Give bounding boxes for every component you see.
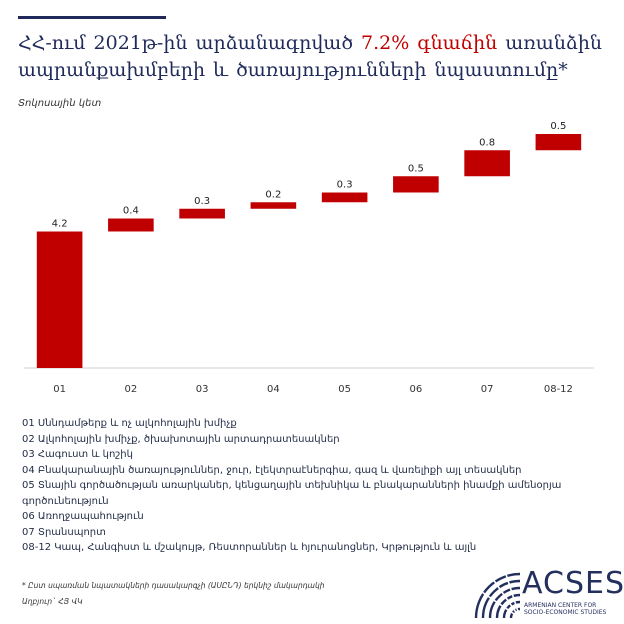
legend-item: 01 Սննդամթերք և ոչ ալկոհոլային խմիչք xyxy=(22,418,237,429)
x-tick-label: 06 xyxy=(410,384,423,395)
bar-value-label: 0.5 xyxy=(408,163,424,174)
footnote-source: Աղբյուր` ՀՅ ՎԿ xyxy=(22,597,83,606)
acses-logo: ACSES ARMENIAN CENTER FOR SOCIO-ECONOMIC… xyxy=(474,566,624,622)
title-line-2: ապրանքախմբերի և ծառայությունների նպաստու… xyxy=(18,59,568,81)
x-tick-label: 03 xyxy=(196,384,209,395)
bar-value-label: 0.5 xyxy=(550,121,566,132)
bar-value-label: 0.8 xyxy=(479,137,495,148)
waterfall-bar xyxy=(321,192,368,203)
waterfall-bar xyxy=(250,202,297,209)
legend-item: 04 Բնակարանային ծառայություններ, ջուր, է… xyxy=(22,464,522,476)
waterfall-bar xyxy=(36,231,83,368)
x-tick-label: 05 xyxy=(338,384,351,395)
bar-value-label: 0.4 xyxy=(123,206,139,217)
waterfall-bar xyxy=(393,176,439,193)
legend-item: 06 Առողջապահություն xyxy=(22,511,144,522)
unit-label: Տոկոսային կետ xyxy=(18,98,102,109)
legend-item: 03 Հագուստ և կոշիկ xyxy=(22,449,133,460)
chart-title: ՀՀ-ում 2021թ-ին արձանագրված 7.2% գնաճին … xyxy=(18,30,614,84)
logo-subtitle: ARMENIAN CENTER FOR SOCIO-ECONOMIC STUDI… xyxy=(524,602,607,616)
legend-item: 07 Տրանսպորտ xyxy=(22,526,106,538)
x-tick-label: 04 xyxy=(267,384,280,395)
top-rule xyxy=(18,16,166,19)
bar-value-label: 0.3 xyxy=(337,180,353,191)
footnote: * Ըստ սպառման նպատակների դասակարգչի (ԱՍԸ… xyxy=(22,578,452,610)
title-part-2: առանձին xyxy=(505,32,603,54)
legend-item: 02 Ալկոհոլային խմիչք, ծխախոտային արտադրա… xyxy=(22,433,340,445)
category-legend: 01 Սննդամթերք և ոչ ալկոհոլային խմիչք 02 Ա… xyxy=(22,416,602,556)
title-part-1: ՀՀ-ում 2021թ-ին արձանագրված xyxy=(18,32,353,54)
x-tick-label: 08-12 xyxy=(544,384,573,395)
bar-value-label: 0.2 xyxy=(265,189,281,200)
footnote-note: * Ըստ սպառման նպատակների դասակարգչի (ԱՍԸ… xyxy=(22,581,325,590)
legend-item: 08-12 Կապ, Հանգիստ և մշակույթ, Ռեստորանն… xyxy=(22,542,477,553)
x-tick-label: 02 xyxy=(125,384,138,395)
logo-wordmark: ACSES xyxy=(522,566,624,601)
waterfall-bar xyxy=(179,208,225,219)
waterfall-bar xyxy=(464,150,510,177)
legend-item: 05 Տնային գործածության առարկաներ, կենցաղ… xyxy=(22,480,562,507)
waterfall-chart: 4.2 01 0.4 02 0.3 03 0.2 04 0.3 05 0.5 06 0.8 07 0.5 08… xyxy=(24,121,594,395)
bar-value-label: 0.3 xyxy=(194,196,210,207)
bar-value-label: 4.2 xyxy=(52,219,68,230)
x-tick-label: 07 xyxy=(481,384,494,395)
title-highlight: 7.2% գնաճին xyxy=(361,32,498,54)
waterfall-bar xyxy=(535,134,582,151)
x-tick-label: 01 xyxy=(53,384,66,395)
waterfall-bar xyxy=(108,218,154,232)
logo-emblem-icon xyxy=(474,568,520,620)
